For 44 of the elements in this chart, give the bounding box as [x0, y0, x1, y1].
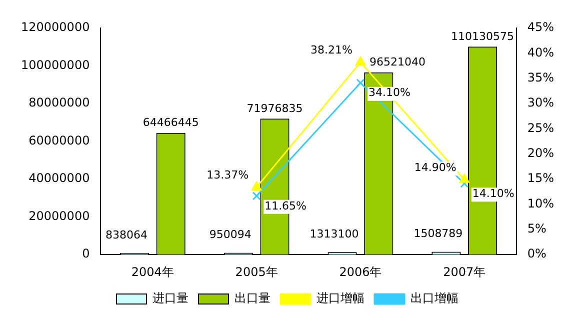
data-label: 13.37%: [206, 168, 249, 182]
data-label: 14.90%: [414, 160, 456, 174]
y2-tick-label: 10%: [527, 196, 554, 210]
y2-tick-label: 30%: [527, 96, 554, 110]
legend-label: 出口增幅: [410, 291, 458, 306]
y2-tick-label: 35%: [527, 70, 554, 84]
point: [355, 56, 366, 66]
y-tick-label: 80000000: [28, 96, 90, 110]
y-tick-label: 20000000: [28, 208, 90, 223]
data-label: 1508789: [414, 227, 463, 240]
y2-tick-label: 0%: [527, 246, 546, 261]
y-tick-label: 0: [82, 246, 90, 261]
y2-tick-label: 20%: [527, 146, 554, 160]
point: [251, 182, 262, 191]
x-tick-label: 2004年: [131, 264, 174, 279]
point: [459, 174, 470, 183]
data-label: 1313100: [310, 227, 359, 240]
y-tick-label: 100000000: [20, 58, 90, 72]
x-tick-label: 2006年: [339, 264, 382, 279]
data-label: 64466445: [142, 116, 199, 130]
data-label: 71976835: [246, 102, 303, 116]
x-tick-label: 2005年: [235, 264, 278, 279]
legend-label: 进口增幅: [316, 291, 364, 306]
data-label: 838064: [105, 228, 148, 242]
x-tick-label: 2007年: [443, 264, 486, 279]
point: [356, 78, 365, 88]
y-tick-label: 40000000: [28, 171, 90, 186]
y2-tick-label: 25%: [527, 120, 554, 135]
y2-tick-label: 40%: [527, 45, 554, 60]
data-label: 110130575: [451, 30, 514, 43]
data-label: 950094: [209, 228, 252, 242]
y2-tick-label: 5%: [527, 222, 546, 236]
y2-tick-label: 45%: [527, 20, 554, 34]
data-label: 11.65%: [264, 199, 307, 212]
y-tick-label: 120000000: [20, 20, 90, 34]
y2-tick-label: 15%: [527, 171, 554, 186]
data-label: 14.10%: [472, 186, 514, 200]
legend-label: 出口量: [234, 291, 270, 306]
y-tick-label: 60000000: [28, 133, 90, 148]
data-label: 34.10%: [368, 86, 410, 100]
data-label: 38.21%: [310, 44, 352, 57]
data-label: 96521040: [369, 56, 426, 69]
point: [252, 192, 261, 200]
legend-label: 进口量: [152, 291, 188, 306]
